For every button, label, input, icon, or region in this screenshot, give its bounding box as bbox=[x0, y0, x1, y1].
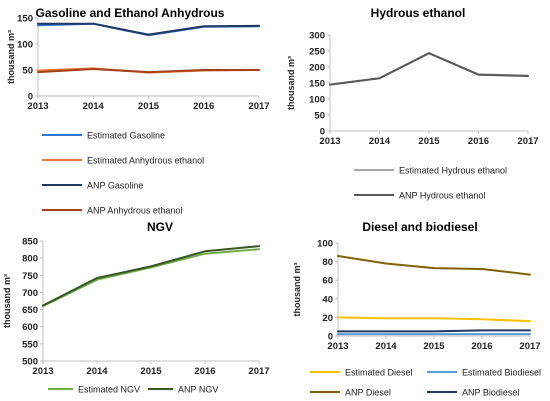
series-line-anp-anhydrous-ethanol bbox=[37, 68, 260, 74]
y-axis-label: thousand m³ bbox=[2, 274, 12, 328]
chart-title: Gasoline and Ethanol Anhydrous bbox=[36, 6, 225, 20]
y-tick-label: 20 bbox=[322, 313, 333, 324]
y-tick-label: 100 bbox=[317, 239, 333, 250]
x-tick-label: 2017 bbox=[248, 101, 269, 112]
legend-label: ANP Diesel bbox=[345, 388, 391, 398]
x-tick-label: 2014 bbox=[375, 341, 397, 352]
y-tick-label: 750 bbox=[22, 271, 38, 282]
y-axis-label: thousand m³ bbox=[6, 30, 16, 84]
legend-label: ANP Gasoline bbox=[87, 181, 143, 191]
x-tick-label: 2015 bbox=[418, 136, 440, 147]
y-tick-label: 0 bbox=[28, 92, 33, 103]
x-tick-label: 2013 bbox=[32, 366, 53, 377]
x-tick-label: 2015 bbox=[423, 341, 445, 352]
y-tick-label: 700 bbox=[22, 288, 38, 299]
y-tick-label: 150 bbox=[309, 79, 325, 90]
y-tick-label: 300 bbox=[309, 31, 325, 42]
legend-label: ANP Biodiesel bbox=[462, 388, 519, 398]
y-tick-label: 100 bbox=[309, 95, 325, 106]
y-tick-label: 200 bbox=[309, 63, 325, 74]
chart-title: NGV bbox=[147, 220, 173, 234]
y-tick-label: 80 bbox=[322, 257, 333, 268]
y-tick-label: 850 bbox=[22, 237, 38, 248]
legend-label: Estimated Diesel bbox=[345, 368, 413, 378]
legend-label: ANP Hydrous ethanol bbox=[399, 191, 485, 201]
legend-label: ANP Anhydrous ethanol bbox=[87, 206, 182, 216]
chart-hydrous-ethanol: Hydrous ethanol thousand m³ 0 50 100 150 200 25… bbox=[286, 6, 539, 201]
chart-diesel-and-biodiesel: Diesel and biodiesel thousand m³ 0 20 40 60 80… bbox=[292, 220, 541, 398]
legend: Estimated NGV ANP NGV bbox=[48, 385, 218, 395]
chart-title: Hydrous ethanol bbox=[371, 6, 466, 20]
x-tick-label: 2013 bbox=[327, 341, 348, 352]
x-tick-label: 2017 bbox=[517, 136, 538, 147]
legend-label: Estimated Biodiesel bbox=[462, 368, 541, 378]
series-line-anp-hydrous-ethanol bbox=[329, 52, 529, 86]
x-tick-label: 2015 bbox=[138, 101, 160, 112]
y-tick-label: 40 bbox=[322, 294, 333, 305]
legend: Estimated Hydrous ethanol ANP Hydrous eth… bbox=[354, 166, 507, 201]
x-tick-label: 2016 bbox=[468, 136, 489, 147]
legend: Estimated Diesel Estimated Biodiesel ANP D… bbox=[310, 368, 541, 398]
y-tick-label: 50 bbox=[22, 66, 33, 77]
legend-label: Estimated NGV bbox=[78, 385, 140, 395]
chart-ngv: NGV thousand m³ 500 550 600 650 700 750 800 850 20… bbox=[2, 220, 270, 395]
y-tick-label: 60 bbox=[322, 276, 333, 287]
y-tick-label: 0 bbox=[328, 332, 333, 343]
series-line-anp-diesel bbox=[337, 255, 531, 276]
x-tick-label: 2015 bbox=[140, 366, 162, 377]
chart-gasoline-and-ethanol-anhydrous: Gasoline and Ethanol Anhydrous thousand m… bbox=[6, 6, 270, 216]
y-tick-label: 50 bbox=[314, 111, 325, 122]
legend-label: Estimated Gasoline bbox=[87, 131, 165, 141]
series-line-anp-biodiesel bbox=[337, 329, 531, 333]
y-tick-label: 100 bbox=[17, 40, 33, 51]
legend-label: ANP NGV bbox=[178, 385, 218, 395]
x-tick-label: 2016 bbox=[194, 366, 215, 377]
x-tick-label: 2014 bbox=[83, 101, 105, 112]
y-tick-label: 250 bbox=[309, 47, 325, 58]
x-tick-label: 2013 bbox=[27, 101, 48, 112]
y-axis-label: thousand m³ bbox=[292, 263, 302, 317]
y-tick-label: 650 bbox=[22, 305, 38, 316]
y-tick-label: 0 bbox=[320, 127, 325, 138]
legend-label: Estimated Hydrous ethanol bbox=[399, 166, 507, 176]
chart-title: Diesel and biodiesel bbox=[362, 220, 477, 234]
x-tick-label: 2013 bbox=[319, 136, 340, 147]
x-tick-label: 2016 bbox=[193, 101, 214, 112]
y-tick-label: 500 bbox=[22, 357, 38, 368]
series-line-anp-ngv bbox=[42, 245, 260, 307]
y-tick-label: 150 bbox=[17, 14, 33, 25]
x-tick-label: 2014 bbox=[369, 136, 391, 147]
legend-label: Estimated Anhydrous ethanol bbox=[87, 156, 204, 166]
series-line-anp-gasoline bbox=[37, 22, 260, 36]
x-tick-label: 2014 bbox=[86, 366, 108, 377]
series-line-estimated-ngv bbox=[42, 248, 260, 308]
series-line-estimated-diesel bbox=[337, 316, 531, 323]
x-tick-label: 2016 bbox=[471, 341, 492, 352]
y-axis-label: thousand m³ bbox=[286, 56, 296, 110]
x-tick-label: 2017 bbox=[248, 366, 269, 377]
x-tick-label: 2017 bbox=[519, 341, 540, 352]
y-tick-label: 800 bbox=[22, 254, 38, 265]
y-tick-label: 550 bbox=[22, 339, 38, 350]
y-tick-label: 600 bbox=[22, 322, 38, 333]
legend: Estimated Gasoline Estimated Anhydrous et… bbox=[42, 131, 204, 216]
